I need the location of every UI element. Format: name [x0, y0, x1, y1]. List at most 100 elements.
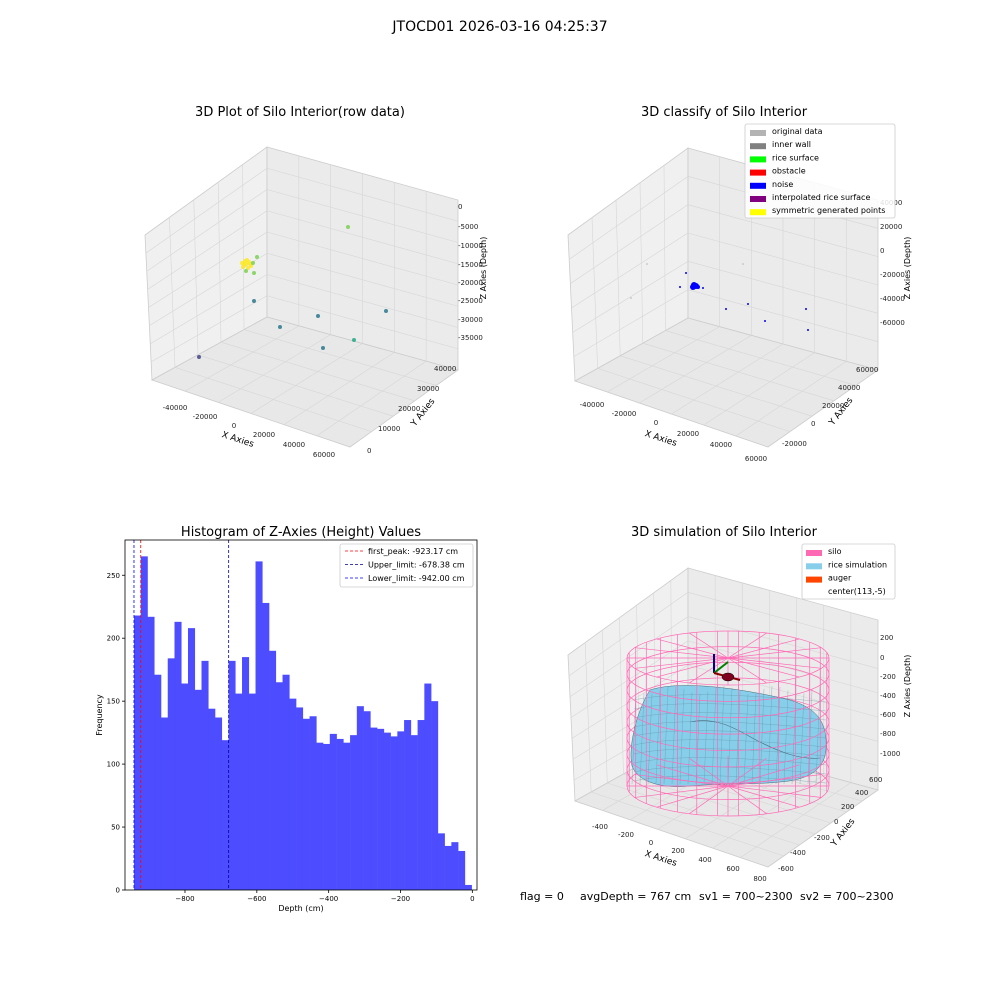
p2-ytick: -20000 — [782, 440, 807, 448]
p4-ztick: -600 — [880, 711, 896, 719]
gridline — [584, 642, 592, 793]
histogram-bar — [167, 658, 175, 890]
legend-swatch — [750, 196, 766, 202]
scatter-point — [742, 263, 744, 265]
panel2-gridlines — [568, 156, 879, 437]
legend-label: silo — [828, 547, 842, 556]
p2-xtick: 0 — [654, 419, 658, 427]
histogram-bar — [464, 884, 472, 890]
gridline — [735, 361, 847, 437]
gridline — [148, 231, 268, 308]
histogram-bar — [444, 845, 452, 890]
gridline — [266, 252, 459, 307]
panel2-points — [630, 263, 809, 331]
histogram-bar — [302, 718, 310, 890]
gridline — [601, 630, 608, 784]
gridline — [147, 210, 268, 290]
silo-cap-spoke — [689, 632, 729, 659]
scatter-point — [255, 255, 259, 259]
legend-swatch — [750, 182, 766, 189]
scatter-point — [251, 261, 255, 265]
status-avg-depth: avgDepth = 767 cm — [580, 890, 691, 903]
p1-ztick: 0 — [458, 203, 462, 211]
histogram-bar — [221, 740, 229, 890]
p2-xtick: -20000 — [612, 410, 637, 418]
p4-ytick: 600 — [869, 776, 882, 784]
p1-ytick: 10000 — [378, 425, 400, 433]
rice-mesh-line — [783, 690, 789, 785]
histogram-x-ticks: −800 −600 −400 −200 0 — [175, 890, 475, 903]
silo-ring-front — [626, 657, 830, 686]
histogram-bar — [147, 616, 155, 890]
histogram-bar — [181, 683, 189, 890]
rice-mesh-line — [767, 686, 773, 785]
gridline — [150, 274, 268, 345]
p2-ytick: 40000 — [838, 384, 860, 392]
legend-frame — [801, 543, 896, 600]
histogram-bar — [235, 693, 243, 890]
panel1-z-ticks: 0 -5000 -10000 -15000 -20000 -25000 -300… — [458, 203, 483, 342]
scatter-point — [246, 266, 250, 270]
panel1-x-ticks: -40000 -20000 0 20000 40000 60000 — [163, 404, 336, 459]
gridline — [712, 774, 824, 849]
gridline — [740, 782, 852, 858]
gridline — [639, 335, 752, 404]
histogram-bar — [323, 743, 331, 890]
gridline — [687, 261, 879, 314]
gridline — [687, 232, 879, 286]
panel-simulation-3d: 3D simulation of Silo Interior -400 -200… — [567, 525, 912, 883]
legend-label: Lower_limit: -942.00 cm — [368, 574, 465, 583]
histogram-bar — [410, 735, 418, 890]
scatter-point — [725, 308, 727, 310]
gridline — [568, 176, 689, 260]
legend-label: center(113,-5) — [828, 587, 886, 596]
legend-frame — [744, 123, 896, 219]
p1-ztick: -35000 — [458, 334, 483, 342]
silo-cap-spoke — [727, 638, 800, 659]
x-tick-label: 0 — [470, 895, 474, 903]
legend-swatch — [806, 550, 822, 556]
silo-cap-spoke — [727, 632, 767, 659]
scatter-point — [252, 299, 256, 303]
scatter-point — [696, 285, 700, 289]
gridline — [703, 352, 815, 426]
panel2-zlabel: Z Axies (Depth) — [903, 237, 912, 300]
rice-mesh-line — [719, 685, 725, 785]
p4-ztick: 200 — [880, 634, 893, 642]
gridline — [619, 617, 624, 775]
histogram-vlines — [133, 540, 230, 890]
gridline — [266, 189, 459, 243]
silo-ring-front — [626, 673, 830, 702]
rice-mesh-line — [647, 693, 653, 785]
rice-mesh-line — [633, 712, 827, 721]
histogram-bar — [397, 731, 405, 890]
legend-swatch — [750, 130, 766, 136]
histogram-bar — [424, 683, 432, 890]
panel1-points — [197, 225, 388, 359]
rice-mesh-line — [679, 688, 685, 785]
p4-ytick: 200 — [841, 803, 854, 811]
legend-label: original data — [772, 127, 823, 136]
rice-mesh-line — [633, 757, 827, 766]
p1-xtick: 0 — [232, 422, 236, 430]
panel4-x-ticks: -400 -200 0 200 400 600 800 — [592, 823, 767, 883]
histogram-bars — [133, 556, 472, 890]
histogram-bar — [248, 693, 256, 890]
legend-swatch — [750, 143, 766, 150]
p1-xtick: 20000 — [253, 431, 275, 439]
x-tick-label: −200 — [391, 895, 410, 903]
histogram-bar — [431, 701, 439, 890]
panel1-zlabel: Z Axies (Depth) — [479, 237, 488, 300]
y-tick-label: 100 — [107, 761, 120, 769]
scatter-point — [646, 263, 648, 265]
p4-ztick: -200 — [880, 673, 896, 681]
rice-mesh-line — [775, 686, 781, 785]
histogram-bar — [215, 717, 223, 890]
p1-ytick: 40000 — [434, 365, 456, 373]
p4-xtick: -400 — [592, 823, 608, 831]
histogram-bar — [296, 707, 304, 890]
legend-label: rice surface — [772, 153, 819, 162]
x-tick-label: −800 — [175, 895, 194, 903]
legend-frame — [339, 543, 474, 588]
p2-ztick: -60000 — [880, 319, 905, 327]
